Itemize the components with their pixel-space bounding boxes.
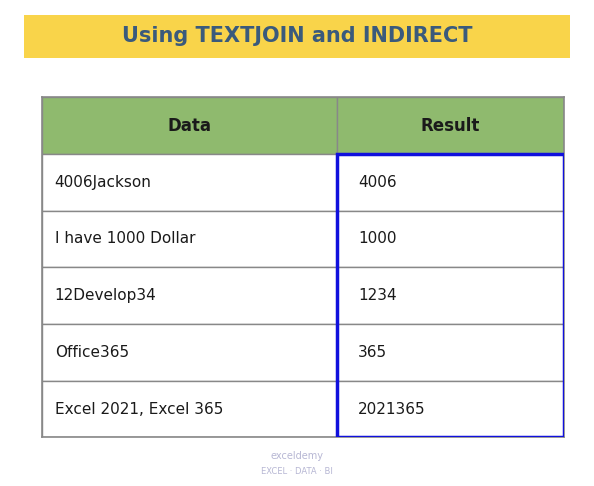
- Text: 1234: 1234: [358, 288, 396, 303]
- Text: Office365: Office365: [55, 345, 129, 360]
- Text: 365: 365: [358, 345, 387, 360]
- FancyBboxPatch shape: [337, 210, 564, 267]
- Text: EXCEL · DATA · BI: EXCEL · DATA · BI: [261, 467, 333, 476]
- Text: 4006: 4006: [358, 175, 396, 190]
- Text: Excel 2021, Excel 365: Excel 2021, Excel 365: [55, 401, 223, 417]
- Text: 4006Jackson: 4006Jackson: [55, 175, 151, 190]
- FancyBboxPatch shape: [337, 381, 564, 437]
- FancyBboxPatch shape: [42, 97, 337, 154]
- Text: Data: Data: [168, 117, 211, 135]
- FancyBboxPatch shape: [337, 97, 564, 154]
- FancyBboxPatch shape: [42, 210, 337, 267]
- Text: 1000: 1000: [358, 231, 396, 246]
- FancyBboxPatch shape: [42, 324, 337, 381]
- FancyBboxPatch shape: [42, 154, 337, 210]
- FancyBboxPatch shape: [337, 154, 564, 210]
- Text: Using TEXTJOIN and INDIRECT: Using TEXTJOIN and INDIRECT: [122, 26, 472, 47]
- FancyBboxPatch shape: [42, 381, 337, 437]
- FancyBboxPatch shape: [337, 324, 564, 381]
- Text: exceldemy: exceldemy: [270, 451, 324, 461]
- Text: 12Develop34: 12Develop34: [55, 288, 156, 303]
- FancyBboxPatch shape: [337, 267, 564, 324]
- Text: I have 1000 Dollar: I have 1000 Dollar: [55, 231, 195, 246]
- FancyBboxPatch shape: [42, 267, 337, 324]
- Text: Result: Result: [421, 117, 481, 135]
- Text: 2021365: 2021365: [358, 401, 425, 417]
